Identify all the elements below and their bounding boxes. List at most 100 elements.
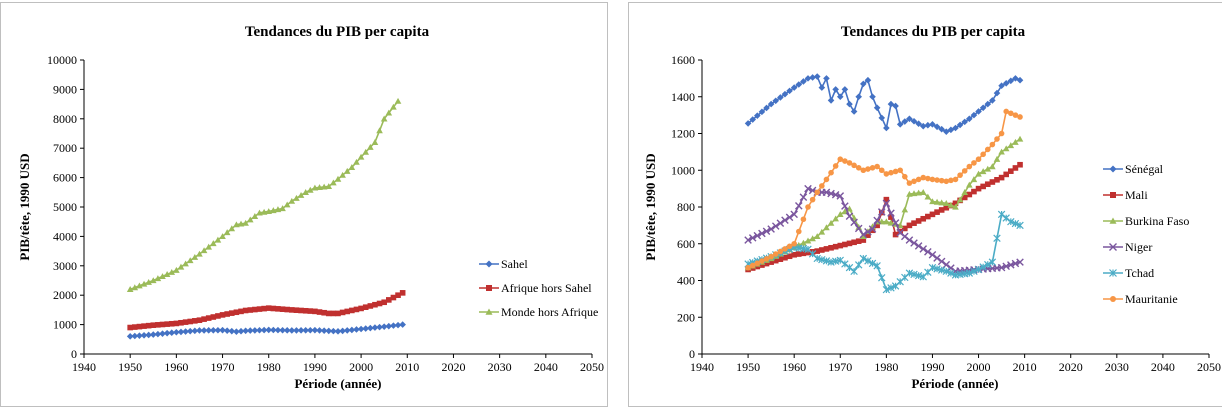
right-point-mauritanie xyxy=(943,178,950,185)
left-point-afrique-hors-sahel xyxy=(168,320,175,327)
right-point-niger xyxy=(753,231,762,240)
left-legend-item-afrique-hors-sahel: Afrique hors Sahel xyxy=(479,281,592,295)
left-y-tick-label: 3000 xyxy=(53,259,77,273)
left-point-monde-hors-afrique xyxy=(200,247,208,254)
left-point-monde-hors-afrique xyxy=(186,257,194,264)
right-series-senegal xyxy=(744,73,1024,135)
left-point-afrique-hors-sahel xyxy=(187,318,194,325)
left-x-axis-title: Période (année) xyxy=(294,376,381,391)
right-y-tick-label: 400 xyxy=(677,274,695,288)
right-legend-item-mali: Mali xyxy=(1103,188,1148,202)
left-point-afrique-hors-sahel xyxy=(358,305,364,312)
right-point-mauritanie xyxy=(888,169,894,176)
right-point-mauritanie xyxy=(759,258,765,264)
right-point-burkina-faso xyxy=(1016,135,1024,142)
right-point-mali xyxy=(966,191,973,198)
right-point-burkina-faso xyxy=(846,205,853,212)
left-point-monde-hors-afrique xyxy=(325,183,333,190)
right-legend-marker xyxy=(1109,217,1117,224)
right-point-mauritanie xyxy=(925,175,931,182)
left-point-afrique-hors-sahel xyxy=(284,306,290,313)
left-point-sahel xyxy=(320,327,328,334)
right-point-burkina-faso xyxy=(818,228,826,235)
right-point-senegal xyxy=(860,80,867,88)
right-point-senegal xyxy=(855,93,863,101)
left-point-monde-hors-afrique xyxy=(149,277,157,284)
right-point-senegal xyxy=(809,74,816,81)
left-point-sahel xyxy=(270,326,277,334)
left-point-monde-hors-afrique xyxy=(163,271,171,277)
right-point-mali xyxy=(915,218,922,224)
right-point-tchad xyxy=(822,257,831,265)
left-point-afrique-hors-sahel xyxy=(372,301,378,308)
right-point-mali xyxy=(938,207,945,213)
right-point-mauritanie xyxy=(791,240,797,247)
right-point-mauritanie xyxy=(809,196,816,203)
right-point-niger xyxy=(767,225,775,233)
right-point-niger xyxy=(781,216,789,225)
right-x-tick-label: 2050 xyxy=(1197,360,1221,374)
left-legend-marker xyxy=(485,308,493,315)
right-point-burkina-faso xyxy=(860,233,867,240)
left-point-monde-hors-afrique xyxy=(279,205,286,212)
right-legend-marker xyxy=(1109,165,1117,173)
right-point-niger xyxy=(850,218,858,227)
left-point-monde-hors-afrique xyxy=(311,184,319,191)
right-y-tick-label: 1000 xyxy=(671,163,695,177)
right-point-niger xyxy=(785,213,794,222)
left-point-sahel xyxy=(376,323,383,331)
right-point-niger xyxy=(771,222,780,230)
left-point-sahel xyxy=(343,327,351,334)
right-point-niger xyxy=(1016,258,1024,266)
right-point-mauritanie xyxy=(768,253,774,260)
left-point-afrique-hors-sahel xyxy=(256,306,263,312)
right-point-mali xyxy=(1008,168,1014,174)
left-point-sahel xyxy=(136,332,143,339)
right-point-mauritanie xyxy=(998,130,1005,137)
right-point-mali xyxy=(994,177,1000,183)
right-point-mali xyxy=(791,251,797,258)
left-point-afrique-hors-sahel xyxy=(228,310,235,316)
right-x-axis-title: Période (année) xyxy=(911,376,998,391)
left-point-afrique-hors-sahel xyxy=(242,307,249,314)
left-point-sahel xyxy=(380,323,388,330)
right-legend-label: Mali xyxy=(1125,188,1148,202)
right-point-burkina-faso xyxy=(813,233,821,240)
right-point-burkina-faso xyxy=(942,200,950,206)
left-point-sahel xyxy=(177,328,185,336)
right-point-senegal xyxy=(1007,77,1015,85)
right-x-tick-label: 1950 xyxy=(736,360,760,374)
right-point-mali xyxy=(795,251,802,257)
right-legend-item-mauritanie: Mauritanie xyxy=(1103,292,1178,306)
right-point-mauritanie xyxy=(795,228,802,235)
right-point-tchad xyxy=(818,255,826,264)
left-point-monde-hors-afrique xyxy=(145,278,152,285)
left-x-tick-label: 2050 xyxy=(580,360,604,374)
left-point-sahel xyxy=(371,324,379,331)
right-point-burkina-faso xyxy=(984,165,992,172)
left-point-afrique-hors-sahel xyxy=(252,306,258,313)
left-point-monde-hors-afrique xyxy=(131,284,139,291)
right-point-mauritanie xyxy=(819,183,825,189)
right-legend-label: Sénégal xyxy=(1125,162,1164,176)
left-point-afrique-hors-sahel xyxy=(376,300,383,307)
right-point-mauritanie xyxy=(892,168,899,175)
right-point-burkina-faso xyxy=(938,199,945,206)
right-point-burkina-faso xyxy=(883,218,890,225)
left-y-tick-label: 5000 xyxy=(53,200,77,214)
right-point-senegal xyxy=(984,100,992,108)
left-point-sahel xyxy=(306,326,314,334)
left-point-monde-hors-afrique xyxy=(168,268,176,275)
left-point-sahel xyxy=(242,327,249,335)
right-point-mali xyxy=(772,257,779,264)
right-point-mauritanie xyxy=(1008,110,1014,117)
right-point-mali xyxy=(902,225,908,232)
left-x-tick-label: 2040 xyxy=(534,360,558,374)
left-point-monde-hors-afrique xyxy=(362,148,370,155)
left-point-afrique-hors-sahel xyxy=(164,321,170,327)
right-point-burkina-faso xyxy=(970,176,978,183)
right-point-senegal xyxy=(970,111,978,119)
left-point-afrique-hors-sahel xyxy=(141,323,147,329)
right-point-tchad xyxy=(813,254,821,263)
right-point-mali xyxy=(846,240,853,247)
